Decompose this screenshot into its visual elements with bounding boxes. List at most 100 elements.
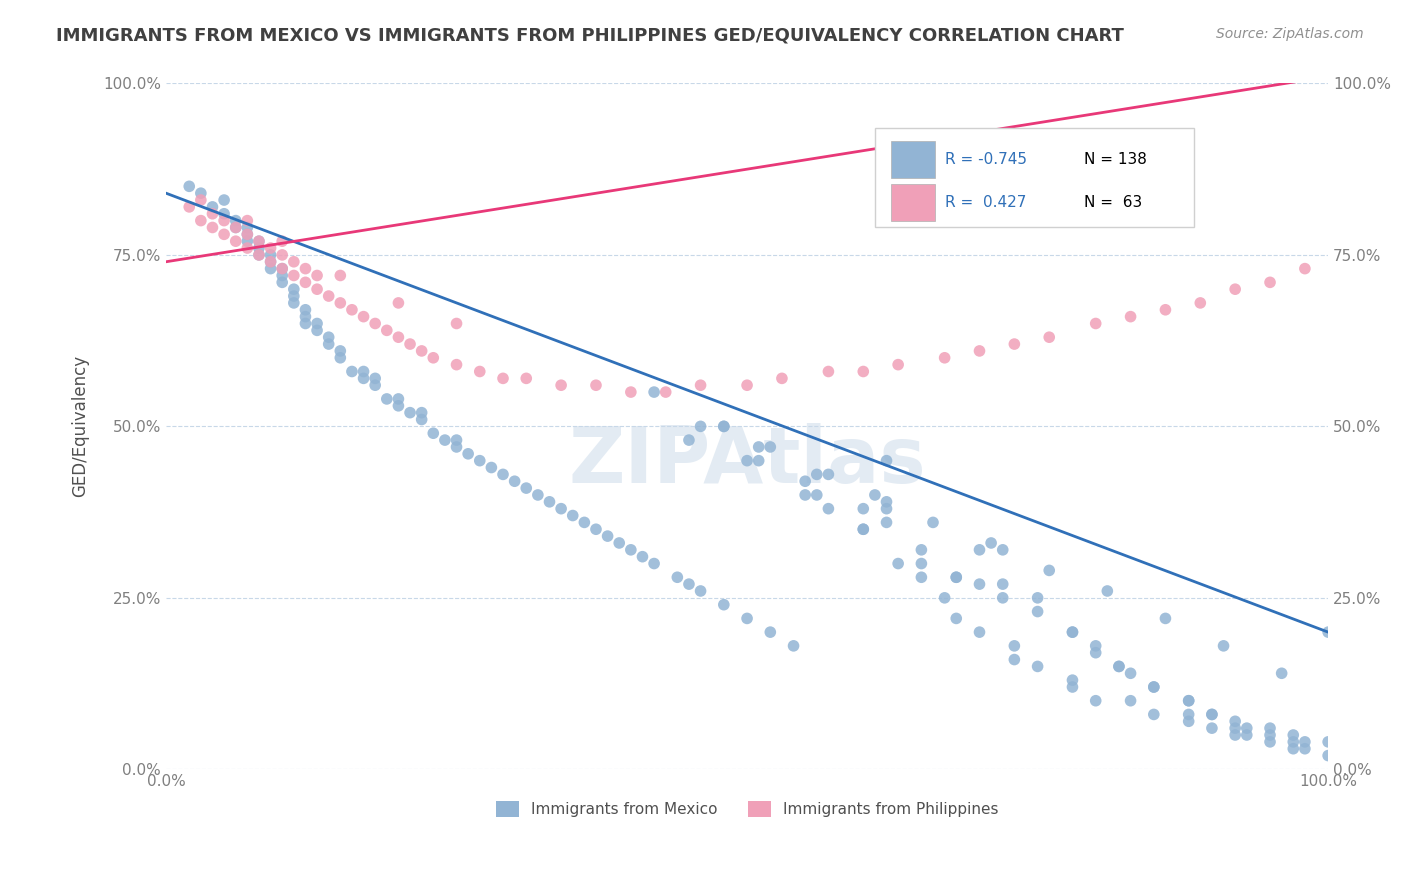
Point	[271, 268, 294, 283]
Point	[1258, 721, 1281, 735]
Point	[1282, 728, 1305, 742]
Point	[190, 193, 212, 207]
Point	[1201, 707, 1223, 722]
Point	[212, 193, 235, 207]
Point	[969, 343, 991, 358]
Point	[817, 501, 839, 516]
Point	[759, 625, 782, 640]
Point	[1223, 282, 1246, 296]
Point	[190, 213, 212, 227]
Point	[1119, 694, 1142, 708]
Point	[735, 453, 758, 467]
Point	[271, 261, 294, 276]
Y-axis label: GED/Equivalency: GED/Equivalency	[72, 355, 89, 498]
Point	[713, 419, 735, 434]
Point	[1154, 302, 1177, 317]
Point	[468, 364, 491, 378]
Point	[387, 296, 409, 310]
Point	[446, 317, 468, 331]
Point	[991, 591, 1014, 605]
Point	[1038, 563, 1060, 577]
Point	[1002, 652, 1025, 666]
Point	[329, 268, 352, 283]
Point	[1223, 728, 1246, 742]
Point	[678, 433, 700, 447]
Point	[980, 536, 1002, 550]
Point	[515, 371, 537, 385]
Text: N =  63: N = 63	[1084, 194, 1142, 210]
Point	[236, 234, 259, 248]
Point	[607, 536, 630, 550]
Point	[561, 508, 583, 523]
Point	[945, 570, 967, 584]
Point	[236, 220, 259, 235]
Point	[852, 522, 875, 536]
Point	[283, 289, 305, 303]
Point	[307, 282, 329, 296]
Point	[1108, 659, 1130, 673]
Point	[876, 453, 898, 467]
Point	[1236, 728, 1258, 742]
Point	[433, 433, 456, 447]
Point	[179, 200, 201, 214]
Point	[307, 268, 329, 283]
Point	[329, 296, 352, 310]
Point	[1223, 721, 1246, 735]
Point	[307, 323, 329, 337]
Point	[492, 371, 515, 385]
Point	[1177, 694, 1199, 708]
Point	[212, 213, 235, 227]
Point	[1002, 639, 1025, 653]
Point	[1317, 748, 1340, 763]
Point	[201, 220, 224, 235]
Point	[364, 371, 387, 385]
Point	[259, 248, 281, 262]
Point	[294, 317, 316, 331]
FancyBboxPatch shape	[891, 141, 935, 178]
Point	[236, 241, 259, 255]
Point	[759, 440, 782, 454]
Point	[294, 276, 316, 290]
Point	[1026, 591, 1049, 605]
Point	[294, 302, 316, 317]
Point	[794, 475, 817, 489]
Point	[468, 453, 491, 467]
Point	[318, 337, 340, 351]
Point	[179, 179, 201, 194]
Point	[247, 234, 270, 248]
Point	[806, 467, 828, 482]
Point	[411, 406, 433, 420]
Point	[387, 399, 409, 413]
Point	[910, 557, 932, 571]
Point	[399, 406, 422, 420]
Point	[318, 289, 340, 303]
Point	[259, 254, 281, 268]
Point	[910, 542, 932, 557]
Point	[643, 385, 665, 400]
Point	[991, 577, 1014, 591]
Point	[1002, 337, 1025, 351]
Point	[876, 495, 898, 509]
Point	[247, 248, 270, 262]
Point	[1084, 694, 1107, 708]
Point	[1177, 694, 1199, 708]
Point	[1084, 317, 1107, 331]
Point	[689, 584, 711, 599]
Point	[1282, 741, 1305, 756]
Point	[236, 227, 259, 242]
Text: N = 138: N = 138	[1084, 153, 1147, 167]
Point	[945, 570, 967, 584]
Point	[236, 227, 259, 242]
Point	[817, 467, 839, 482]
Point	[411, 412, 433, 426]
Point	[643, 557, 665, 571]
Point	[1258, 735, 1281, 749]
Point	[259, 241, 281, 255]
Point	[1143, 680, 1166, 694]
Point	[212, 227, 235, 242]
Point	[1177, 707, 1199, 722]
Point	[283, 268, 305, 283]
Point	[1212, 639, 1234, 653]
Point	[574, 516, 596, 530]
Point	[1201, 707, 1223, 722]
